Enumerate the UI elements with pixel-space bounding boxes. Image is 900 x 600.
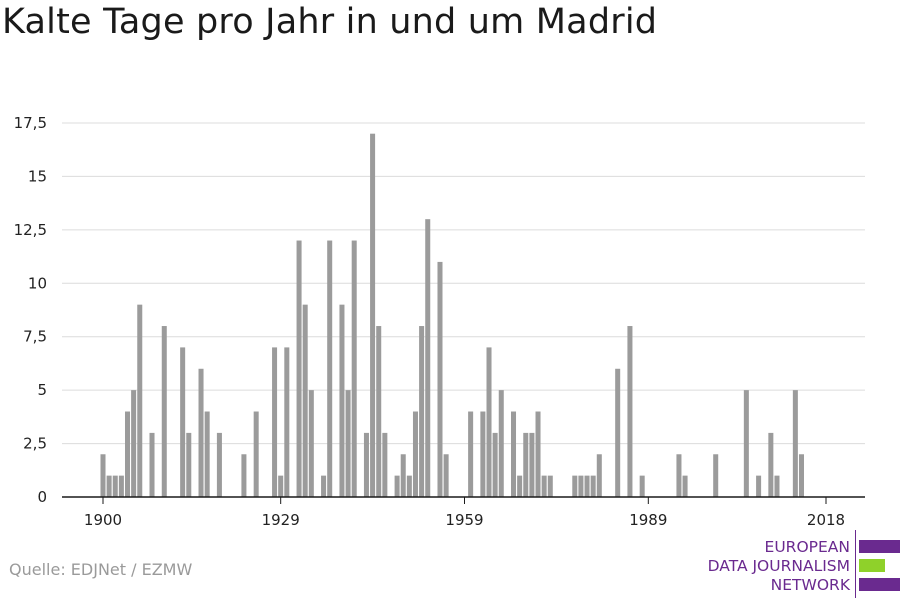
bar <box>468 411 474 497</box>
x-tick-label: 1959 <box>445 511 483 529</box>
bar <box>798 454 804 497</box>
y-tick-label: 12,5 <box>14 221 47 239</box>
bar <box>682 475 688 497</box>
bar <box>590 475 596 497</box>
bar <box>492 432 498 497</box>
bar <box>676 454 682 497</box>
bar <box>351 240 357 498</box>
bar <box>186 432 192 497</box>
bar <box>443 454 449 497</box>
bar <box>302 304 308 497</box>
y-tick-label: 17,5 <box>14 114 47 132</box>
bar <box>363 432 369 497</box>
y-tick-label: 15 <box>28 167 47 185</box>
bar <box>425 219 431 498</box>
bar <box>743 390 749 497</box>
bar <box>768 432 774 497</box>
bar <box>161 326 167 497</box>
bar <box>406 475 412 497</box>
logo-line-2: DATA JOURNALISM <box>707 557 850 575</box>
bar <box>149 432 155 497</box>
bar <box>615 368 621 497</box>
bars <box>100 133 804 498</box>
bar <box>216 432 222 497</box>
bar <box>639 475 645 497</box>
bar <box>596 454 602 497</box>
bar <box>480 411 486 497</box>
chart-title: Kalte Tage pro Jahr in und um Madrid <box>2 2 658 42</box>
bar <box>272 347 278 497</box>
bar <box>584 475 590 497</box>
bar <box>296 240 302 498</box>
bar <box>572 475 578 497</box>
bar <box>774 475 780 497</box>
bar <box>112 475 118 497</box>
axes: 0 2,5 5 7,5 10 12,5 15 17,5 1900 1929 1959 1989 2018 <box>14 114 865 529</box>
bar <box>756 475 762 497</box>
bar <box>523 432 529 497</box>
y-tick-label: 2,5 <box>23 435 47 453</box>
bar <box>198 368 204 497</box>
logo-divider <box>855 530 856 598</box>
bar <box>180 347 186 497</box>
bar <box>339 304 345 497</box>
bar <box>125 411 131 497</box>
bar <box>529 432 535 497</box>
bar <box>376 326 382 497</box>
bar <box>578 475 584 497</box>
bar <box>535 411 541 497</box>
bar <box>278 475 284 497</box>
y-tick-label: 5 <box>37 381 47 399</box>
bar <box>327 240 333 498</box>
source-note: Quelle: EDJNet / EZMW <box>9 560 193 579</box>
bar <box>394 475 400 497</box>
x-tick-label: 1929 <box>262 511 300 529</box>
bar <box>400 454 406 497</box>
bar <box>118 475 124 497</box>
x-tick-label: 1900 <box>84 511 122 529</box>
logo-bar-top <box>859 540 900 553</box>
bar <box>713 454 719 497</box>
bar <box>627 326 633 497</box>
gridlines <box>62 122 865 445</box>
bar <box>204 411 210 497</box>
bar <box>419 326 425 497</box>
bar <box>253 411 259 497</box>
bar <box>541 475 547 497</box>
bar <box>511 411 517 497</box>
bar <box>241 454 247 497</box>
logo-line-3: NETWORK <box>770 576 850 594</box>
bar <box>498 390 504 497</box>
bar <box>792 390 798 497</box>
x-tick-label: 1989 <box>629 511 667 529</box>
bar <box>106 475 112 497</box>
edjnet-logo: EUROPEAN DATA JOURNALISM NETWORK <box>700 530 900 598</box>
logo-bar-bottom <box>859 578 900 591</box>
bar <box>308 390 314 497</box>
x-tick-label: 2018 <box>807 511 845 529</box>
bar <box>547 475 553 497</box>
bar <box>284 347 290 497</box>
y-tick-label: 7,5 <box>23 328 47 346</box>
bar <box>517 475 523 497</box>
logo-bar-middle <box>859 559 885 572</box>
bar <box>131 390 137 497</box>
bar <box>412 411 418 497</box>
bar <box>321 475 327 497</box>
bar <box>137 304 143 497</box>
y-tick-label: 10 <box>28 274 47 292</box>
bar <box>437 261 443 497</box>
bar <box>345 390 351 497</box>
bar <box>370 133 376 497</box>
logo-line-1: EUROPEAN <box>764 538 850 556</box>
bar <box>100 454 106 497</box>
bar <box>382 432 388 497</box>
y-tick-label: 0 <box>37 488 47 506</box>
bar <box>486 347 492 497</box>
